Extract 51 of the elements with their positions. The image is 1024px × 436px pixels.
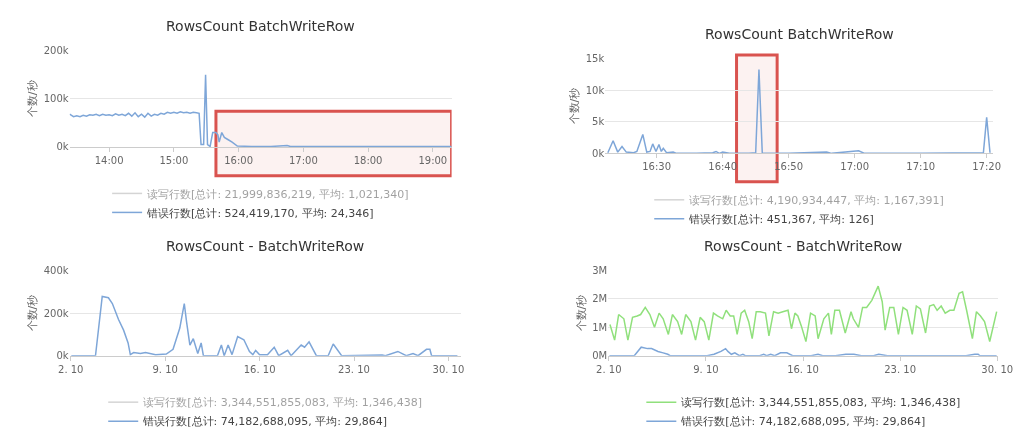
x-tick-label: 15:00: [159, 154, 189, 166]
chart-title: RowsCount - BatchWriteRow: [166, 238, 365, 254]
x-tick-label: 19:00: [418, 154, 448, 166]
y-tick-label: 1M: [592, 321, 608, 333]
y-axis-title: 个数/秒: [574, 294, 588, 332]
legend-label: 读写行数[总计: 3,344,551,855,083, 平均: 1,346,438]: [143, 396, 423, 410]
y-tick-label: 0k: [56, 141, 69, 153]
x-tick-label: 9. 10: [152, 363, 178, 375]
x-tick-label: 18:00: [353, 154, 383, 166]
x-tick-label: 17:00: [840, 161, 870, 173]
chart-title: RowsCount BatchWriteRow: [705, 26, 894, 42]
x-tick-label: 17:10: [906, 161, 936, 173]
y-axis-title: 个数/秒: [26, 80, 40, 118]
y-tick-label: 0k: [56, 350, 69, 362]
y-tick-label: 100k: [43, 93, 69, 105]
y-tick-label: 400k: [43, 265, 69, 277]
y-axis-title: 个数/秒: [26, 294, 40, 332]
chart-title: RowsCount - BatchWriteRow: [704, 238, 903, 254]
y-tick-label: 2M: [592, 293, 608, 305]
y-tick-label: 10k: [585, 84, 605, 96]
x-tick-label: 23. 10: [884, 363, 917, 375]
x-tick-label: 30. 10: [432, 363, 465, 375]
chart-title: RowsCount BatchWriteRow: [166, 18, 355, 34]
y-tick-label: 5k: [592, 116, 605, 128]
legend-label: 错误行数[总计: 451,367, 平均: 126]: [688, 213, 874, 227]
legend-label: 错误行数[总计: 74,182,688,095, 平均: 29,864]: [142, 415, 388, 429]
x-tick-label: 30. 10: [981, 363, 1014, 375]
legend-label: 错误行数[总计: 524,419,170, 平均: 24,346]: [146, 206, 374, 220]
x-tick-label: 23. 10: [338, 363, 370, 375]
x-tick-label: 16. 10: [243, 363, 276, 375]
y-axis-title: 个数/秒: [568, 87, 582, 125]
y-tick-label: 200k: [43, 45, 69, 57]
y-tick-label: 0M: [592, 350, 608, 362]
y-tick-label: 3M: [592, 265, 608, 277]
x-tick-label: 14:00: [94, 154, 124, 166]
line-series: [69, 74, 452, 147]
legend-label: 错误行数[总计: 74,182,688,095, 平均: 29,864]: [680, 415, 926, 429]
x-tick-label: 9. 10: [693, 363, 719, 375]
legend-label: 读写行数[总计: 3,344,551,855,083, 平均: 1,346,438]: [681, 396, 961, 410]
y-tick-label: 15k: [585, 53, 605, 65]
x-tick-label: 16:30: [642, 161, 672, 173]
y-tick-label: 200k: [43, 307, 69, 319]
x-tick-label: 17:00: [288, 154, 318, 166]
x-tick-label: 16. 10: [787, 363, 819, 375]
legend-label: 读写行数[总计: 4,190,934,447, 平均: 1,167,391]: [689, 194, 944, 208]
legend-label: 读写行数[总计: 21,999,836,219, 平均: 1,021,340]: [147, 187, 409, 201]
x-tick-label: 17:20: [972, 161, 1002, 173]
x-tick-label: 16:00: [224, 154, 254, 166]
x-tick-label: 2. 10: [58, 363, 84, 375]
y-tick-label: 0k: [592, 147, 605, 159]
x-tick-label: 2. 10: [596, 363, 622, 375]
